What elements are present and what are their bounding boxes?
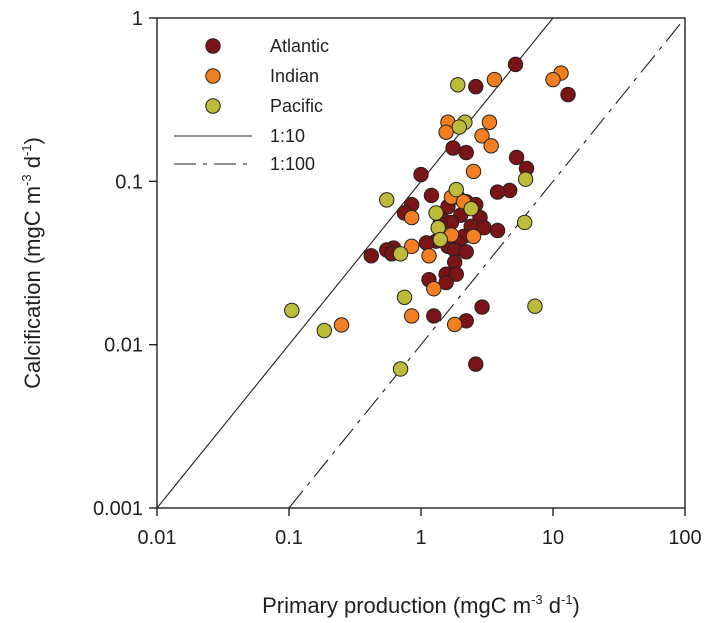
indian-point [426, 281, 442, 297]
pacific-point [451, 119, 467, 135]
x-axis-title-sup1: -3 [531, 592, 543, 607]
y-axis-title-text: Calcification (mgC m [20, 186, 45, 389]
atlantic-point [489, 222, 506, 239]
y-axis-title: Calcification (mgC m-3 d-1) [19, 137, 45, 389]
pacific-point [392, 361, 409, 377]
y-axis-title-mid: d [20, 156, 45, 174]
atlantic-point [458, 144, 474, 161]
pacific-point [527, 298, 543, 314]
indian-point [465, 228, 482, 245]
x-axis-title-text: Primary production (mgC m [262, 593, 531, 618]
x-axis-title-mid: d [543, 593, 561, 618]
atlantic-point [560, 86, 576, 103]
x-tick-label: 100 [668, 527, 701, 549]
legend-label-atlantic: Atlantic [270, 36, 329, 56]
atlantic-point [468, 356, 484, 372]
plot-frame [156, 17, 686, 509]
indian-point [438, 124, 454, 140]
indian-point [486, 71, 503, 88]
legend-label-1-to-10: 1:10 [270, 126, 305, 146]
indian-point [421, 248, 437, 264]
legend: Atlantic Indian Pacific 1:10 1:100 [174, 36, 329, 174]
atlantic-point [438, 274, 454, 291]
indian-point [474, 128, 490, 144]
indian-point [403, 238, 420, 255]
y-tick-label: 0.1 [115, 171, 143, 193]
x-tick-label: 1 [415, 527, 426, 549]
series-atlantic [363, 56, 576, 372]
y-tick-label: 0.001 [93, 498, 143, 520]
reference-lines [156, 17, 686, 509]
ref-line-1-to-100 [288, 17, 686, 509]
atlantic-point [423, 187, 440, 204]
atlantic-point [474, 299, 490, 315]
pacific-point [448, 181, 464, 198]
atlantic-point [413, 166, 429, 183]
atlantic-point [489, 184, 506, 200]
atlantic-point [507, 56, 524, 73]
atlantic-point [458, 244, 474, 260]
x-axis-title: Primary production (mgC m-3 d-1) [262, 592, 580, 618]
y-axis-title-end: ) [20, 137, 45, 144]
indian-point [545, 71, 561, 88]
pacific-point [450, 77, 466, 93]
indian-point [483, 138, 499, 154]
pacific-point [463, 200, 479, 217]
atlantic-point [445, 140, 461, 156]
y-tick-label: 1 [132, 8, 143, 30]
atlantic-point [418, 235, 435, 251]
legend-label-1-to-100: 1:100 [270, 154, 315, 174]
indian-point [465, 163, 482, 180]
x-tick-label: 0.1 [275, 527, 303, 549]
pacific-point [392, 246, 409, 262]
series-pacific [284, 77, 543, 377]
y-axis-title-sup2: -1 [19, 144, 34, 156]
atlantic-point [508, 149, 525, 166]
atlantic-point [426, 308, 442, 324]
pacific-point [396, 289, 413, 305]
pacific-point [428, 205, 444, 221]
pacific-point [316, 322, 332, 339]
legend-label-indian: Indian [270, 66, 319, 86]
indian-point [403, 308, 420, 324]
atlantic-point [448, 266, 464, 282]
data-points [284, 56, 576, 377]
indian-point [481, 114, 498, 130]
y-axis-title-sup1: -3 [19, 174, 34, 186]
series-indian [333, 65, 569, 333]
pacific-point [517, 171, 534, 187]
atlantic-point [468, 78, 484, 95]
legend-label-pacific: Pacific [270, 96, 323, 116]
legend-marker-pacific [205, 98, 221, 114]
x-tick-label: 0.01 [138, 527, 177, 549]
indian-point [333, 317, 350, 333]
legend-marker-atlantic [205, 38, 221, 54]
y-tick-label: 0.01 [104, 335, 143, 357]
pacific-point [516, 214, 533, 231]
y-axis: 0.001 0.01 0.1 1 [93, 8, 157, 520]
x-axis-title-sup2: -1 [561, 592, 573, 607]
x-tick-label: 10 [542, 527, 564, 549]
indian-point [446, 316, 463, 333]
atlantic-point [363, 248, 379, 264]
x-axis: 0.01 0.1 1 10 100 [138, 508, 702, 549]
legend-marker-indian [205, 68, 221, 84]
pacific-point [432, 231, 448, 248]
x-axis-title-end: ) [573, 593, 580, 618]
indian-point [403, 209, 420, 226]
pacific-point [284, 302, 300, 319]
ref-line-1-to-10 [156, 17, 554, 509]
pacific-point [379, 192, 395, 208]
